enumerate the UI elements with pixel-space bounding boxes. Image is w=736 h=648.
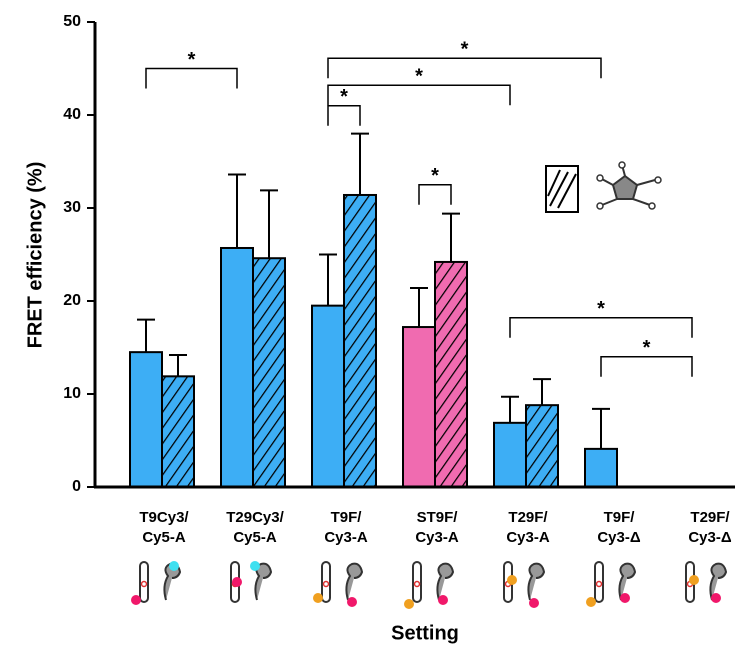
- significance-bracket: [601, 357, 692, 377]
- fluor-dot: [689, 575, 699, 585]
- significance-label: *: [461, 39, 469, 61]
- fluor-dot: [438, 595, 448, 605]
- significance-label: *: [597, 298, 605, 320]
- legend-icon: [546, 162, 661, 212]
- significance-label: *: [643, 337, 651, 359]
- bar: [221, 248, 253, 487]
- significance-bracket: [328, 106, 360, 126]
- x-axis-label: Setting: [391, 622, 459, 644]
- error-bar: [410, 288, 428, 327]
- schematic-icon: [686, 562, 726, 603]
- error-bar: [501, 397, 519, 423]
- significance-label: *: [340, 86, 348, 108]
- error-bar: [137, 320, 155, 353]
- bar: [403, 327, 435, 487]
- schematic-icon: [313, 562, 362, 607]
- fluor-dot: [711, 593, 721, 603]
- significance-bracket: [328, 58, 601, 78]
- fluor-dot: [250, 561, 260, 571]
- schematic-icon: [504, 562, 544, 608]
- fluor-dot: [131, 595, 141, 605]
- x-tick-label: Cy5-A: [142, 529, 186, 546]
- x-tick-label: T9Cy3/: [139, 509, 189, 526]
- fluor-dot: [507, 575, 517, 585]
- fluor-dot: [586, 597, 596, 607]
- x-tick-label: Cy3-A: [415, 529, 459, 546]
- y-tick-label: 40: [63, 106, 81, 123]
- significance-label: *: [188, 49, 196, 71]
- x-tick-label: T9F/: [604, 509, 636, 526]
- significance-label: *: [415, 66, 423, 88]
- x-tick-label: Cy3-Δ: [597, 529, 641, 546]
- hairpin-node: [415, 582, 420, 587]
- hook: [528, 564, 544, 600]
- y-tick-label: 10: [63, 385, 81, 402]
- fluor-dot: [620, 593, 630, 603]
- fluor-dot: [529, 598, 539, 608]
- x-tick-label: Cy3-A: [324, 529, 368, 546]
- schematic-icon: [231, 561, 271, 602]
- y-tick-label: 0: [72, 478, 81, 495]
- y-axis-label: FRET efficiency (%): [24, 162, 46, 349]
- significance-bracket: [146, 69, 237, 89]
- x-tick-label: T29F/: [690, 509, 730, 526]
- hook: [437, 564, 453, 600]
- bar: [162, 376, 194, 487]
- chart: FRET efficiency (%) Setting 0 10 20 30 40 50 T…: [0, 0, 736, 648]
- x-tick-label: Cy3-A: [506, 529, 550, 546]
- significance-bracket: [419, 185, 451, 205]
- x-tick-label: T29F/: [508, 509, 548, 526]
- bar: [130, 352, 162, 487]
- hairpin-node: [597, 582, 602, 587]
- bar: [494, 423, 526, 487]
- significance-bracket: [328, 85, 510, 105]
- error-bar: [228, 175, 246, 248]
- bar: [585, 449, 617, 487]
- error-bar: [592, 409, 610, 449]
- bar: [253, 258, 285, 487]
- x-tick-label: T9F/: [331, 509, 363, 526]
- error-bar: [260, 190, 278, 258]
- bar: [435, 262, 467, 487]
- hairpin-node: [142, 582, 147, 587]
- schematic-icon: [586, 562, 635, 607]
- significance-bracket: [510, 318, 692, 338]
- schematic-icon: [131, 561, 180, 605]
- error-bar: [351, 134, 369, 195]
- error-bar: [533, 379, 551, 405]
- fluor-dot: [313, 593, 323, 603]
- fluor-dot: [169, 561, 179, 571]
- bar: [344, 195, 376, 487]
- y-tick-label: 50: [63, 13, 81, 30]
- x-tick-label: ST9F/: [417, 509, 459, 526]
- hook: [346, 564, 362, 600]
- error-bar: [169, 355, 187, 376]
- y-tick-label: 20: [63, 292, 81, 309]
- fluor-dot: [347, 597, 357, 607]
- y-tick-label: 30: [63, 199, 81, 216]
- bar: [312, 306, 344, 487]
- schematic-icon: [404, 562, 453, 609]
- x-tick-label: Cy5-A: [233, 529, 277, 546]
- x-tick-label: Cy3-Δ: [688, 529, 732, 546]
- x-tick-label: T29Cy3/: [226, 509, 284, 526]
- hairpin-node: [324, 582, 329, 587]
- error-bar: [319, 255, 337, 306]
- bar: [526, 405, 558, 487]
- error-bar: [442, 214, 460, 262]
- fluor-dot: [404, 599, 414, 609]
- significance-label: *: [431, 165, 439, 187]
- fluor-dot: [232, 577, 242, 587]
